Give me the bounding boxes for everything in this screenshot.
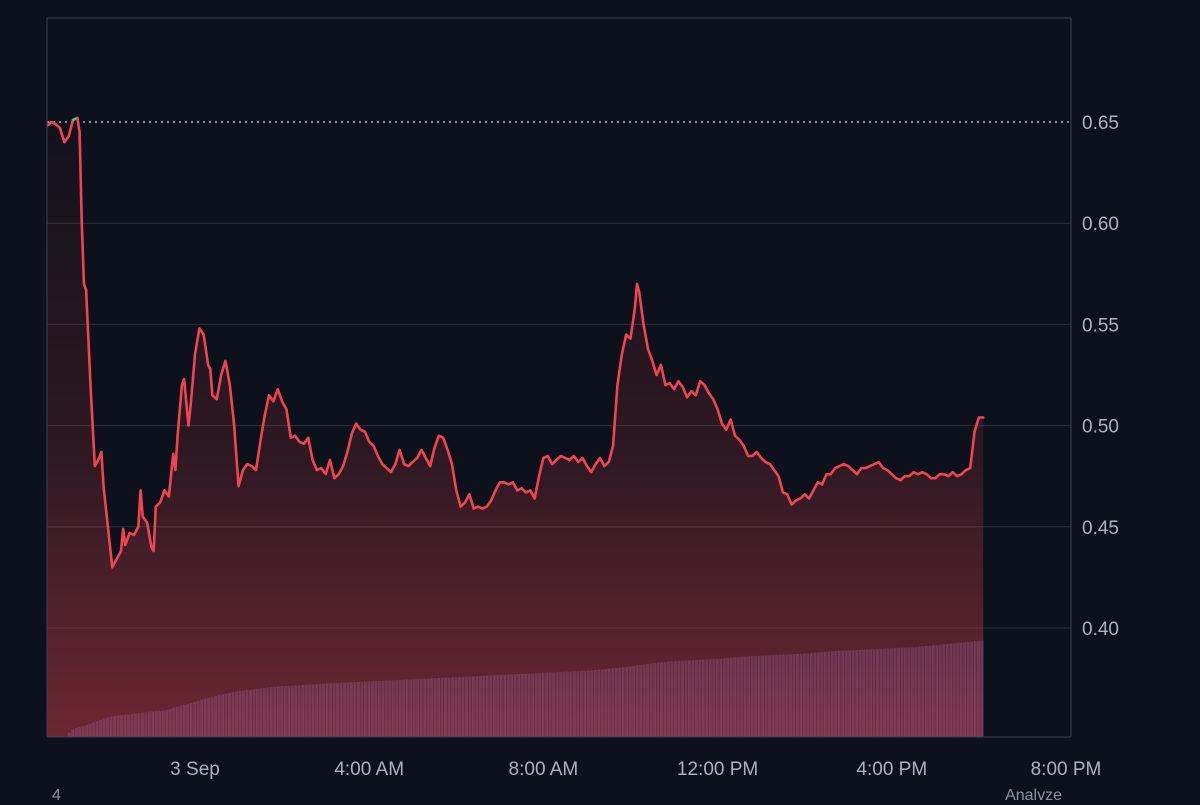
x-axis-ticks: 3 Sep 4:00 AM 8:00 AM 12:00 PM 4:00 PM 8:00 P… [170,759,1101,780]
price-line-segment-down [47,118,75,144]
x-tick-label: 4:00 AM [334,759,404,780]
x-tick-label: 12:00 PM [677,759,758,780]
y-tick-label: 0.60 [1082,214,1119,235]
x-tick-label: 3 Sep [170,759,220,780]
y-tick-label: 0.65 [1082,113,1119,134]
y-tick-label: 0.45 [1082,518,1119,539]
price-area-fill [47,117,984,737]
y-axis-ticks: 0.40 0.45 0.50 0.55 0.60 0.65 [1082,113,1119,640]
y-tick-label: 0.50 [1082,417,1119,438]
x-tick-label: 4:00 PM [856,759,927,780]
corner-label-left: 4 [52,787,61,800]
analyze-link[interactable]: Analyze [1005,787,1062,804]
y-tick-label: 0.55 [1082,315,1119,336]
price-line-segment-down [76,116,985,569]
x-tick-label: 8:00 AM [509,759,579,780]
plot-frame [46,17,1072,738]
price-line [47,116,985,569]
x-tick-label: 8:00 PM [1031,759,1102,780]
area-fill [47,117,984,737]
y-tick-label: 0.40 [1082,619,1119,640]
